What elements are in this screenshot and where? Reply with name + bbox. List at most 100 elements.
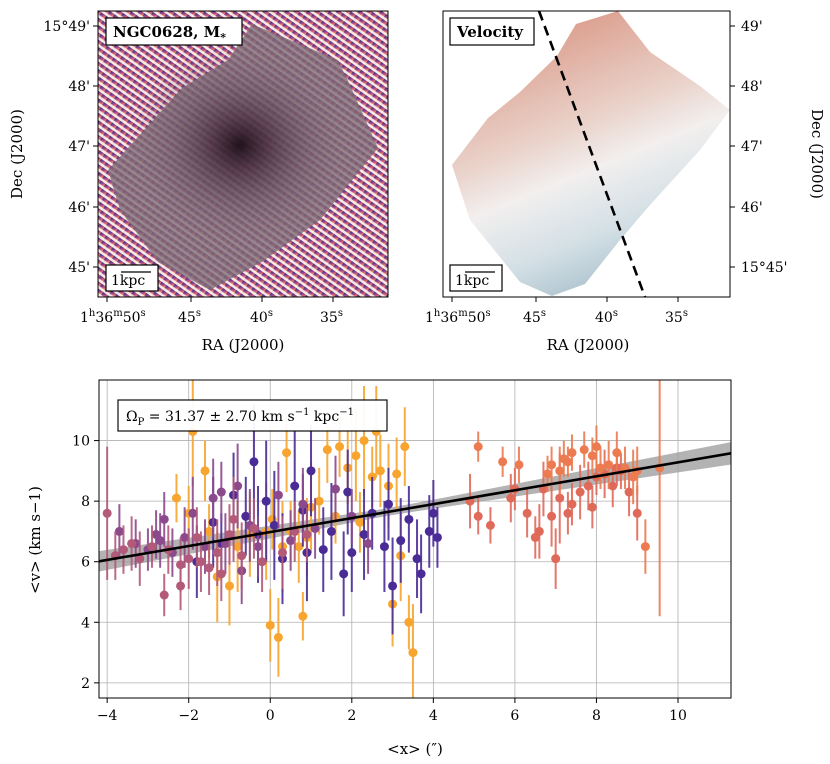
data-point xyxy=(339,569,349,579)
plot-xlabel: <x> (″) xyxy=(387,740,443,758)
data-point xyxy=(404,617,414,627)
data-point xyxy=(335,442,345,452)
data-point xyxy=(102,508,112,518)
stellar-mass-scalebar-label: 1kpc xyxy=(111,273,145,289)
data-point xyxy=(485,520,495,530)
data-point xyxy=(224,529,234,539)
velocity-xtick-1: 45s xyxy=(523,308,546,326)
stellar-mass-xtick-0: 1h36m50s xyxy=(80,308,146,326)
data-point xyxy=(375,466,385,476)
data-point xyxy=(396,536,406,546)
data-point xyxy=(579,445,589,455)
data-point xyxy=(587,451,597,461)
data-point xyxy=(400,442,410,452)
data-point xyxy=(253,542,263,552)
velocity-ytick-1: 48' xyxy=(741,79,763,95)
data-point xyxy=(547,511,557,521)
velocity-ytick-4: 15°45' xyxy=(741,260,787,276)
velocity-scalebar-label: 1kpc xyxy=(455,273,489,289)
data-point xyxy=(114,526,124,536)
velocity-label-box xyxy=(449,17,535,46)
velocity-frame xyxy=(442,10,731,298)
data-point xyxy=(506,493,516,503)
data-point xyxy=(530,532,540,542)
y-tick-label: 6 xyxy=(81,555,90,571)
data-point xyxy=(575,487,585,497)
data-point xyxy=(277,548,287,558)
data-point xyxy=(408,648,418,658)
data-point xyxy=(212,548,222,558)
data-point xyxy=(383,499,393,509)
x-tick-label: 2 xyxy=(347,708,356,724)
stellar-mass-ytick-3: 46' xyxy=(68,200,90,216)
data-point xyxy=(388,581,398,591)
velocity-ticks xyxy=(451,25,735,302)
data-point xyxy=(159,590,169,600)
plot-frame xyxy=(98,379,732,699)
data-point xyxy=(257,557,267,567)
data-point xyxy=(347,548,357,558)
stellar-mass-frame xyxy=(97,10,389,298)
data-point xyxy=(563,508,573,518)
data-point xyxy=(326,526,336,536)
data-point xyxy=(432,532,442,542)
x-tick-label: 4 xyxy=(429,708,438,724)
data-point xyxy=(379,542,389,552)
y-tick-label: 2 xyxy=(81,676,90,692)
data-point xyxy=(184,554,194,564)
data-point xyxy=(314,496,324,506)
data-point xyxy=(330,484,340,494)
x-tick-label: 0 xyxy=(266,708,275,724)
data-point xyxy=(249,457,259,467)
y-tick-label: 10 xyxy=(72,434,90,450)
data-point xyxy=(547,460,557,470)
data-point xyxy=(302,529,312,539)
data-point xyxy=(404,514,414,524)
plot-ylabel: <v> (km s−1) xyxy=(26,486,44,594)
data-point xyxy=(298,499,308,509)
data-point xyxy=(216,569,226,579)
galaxy-core xyxy=(130,45,350,245)
stellar-mass-scalebar-box xyxy=(105,264,159,292)
stellar-mass-xlabel: RA (J2000) xyxy=(202,336,285,354)
stellar-mass-xtick-3: 35s xyxy=(320,308,343,326)
data-point xyxy=(351,451,361,461)
data-point xyxy=(632,508,642,518)
data-point xyxy=(612,448,622,458)
kinematic-major-axis-line xyxy=(537,10,647,298)
y-tick-label: 8 xyxy=(81,494,90,510)
stellar-mass-xtick-2: 40s xyxy=(250,308,273,326)
data-point xyxy=(322,445,332,455)
velocity-ytick-3: 46' xyxy=(741,200,763,216)
data-point xyxy=(428,508,438,518)
x-tick-label: 6 xyxy=(510,708,519,724)
data-point xyxy=(567,448,577,458)
annotation-box xyxy=(117,399,388,432)
velocity-xtick-3: 35s xyxy=(665,308,688,326)
data-point xyxy=(522,508,532,518)
data-point xyxy=(318,545,328,555)
data-point xyxy=(147,542,157,552)
data-point xyxy=(204,563,214,573)
velocity-label: Velocity xyxy=(456,23,524,41)
data-point xyxy=(135,554,145,564)
data-point xyxy=(563,457,573,467)
x-tick-label: 10 xyxy=(669,708,687,724)
data-point xyxy=(159,514,169,524)
data-point xyxy=(640,542,650,552)
data-point xyxy=(424,526,434,536)
data-point xyxy=(269,520,279,530)
data-point xyxy=(363,539,373,549)
y-tick-label: 4 xyxy=(81,615,90,631)
velocity-panel: Velocity 1kpc 1h36m50s 45s 40s 35s 49' 4… xyxy=(425,10,826,354)
velocity-scalebar-box xyxy=(449,264,503,292)
data-point xyxy=(192,532,202,542)
fit-line xyxy=(99,452,731,563)
data-point xyxy=(359,436,369,446)
data-point xyxy=(196,557,206,567)
data-point xyxy=(355,517,365,527)
data-point xyxy=(290,481,300,491)
data-point xyxy=(343,487,353,497)
velocity-xtick-0: 1h36m50s xyxy=(425,308,491,326)
